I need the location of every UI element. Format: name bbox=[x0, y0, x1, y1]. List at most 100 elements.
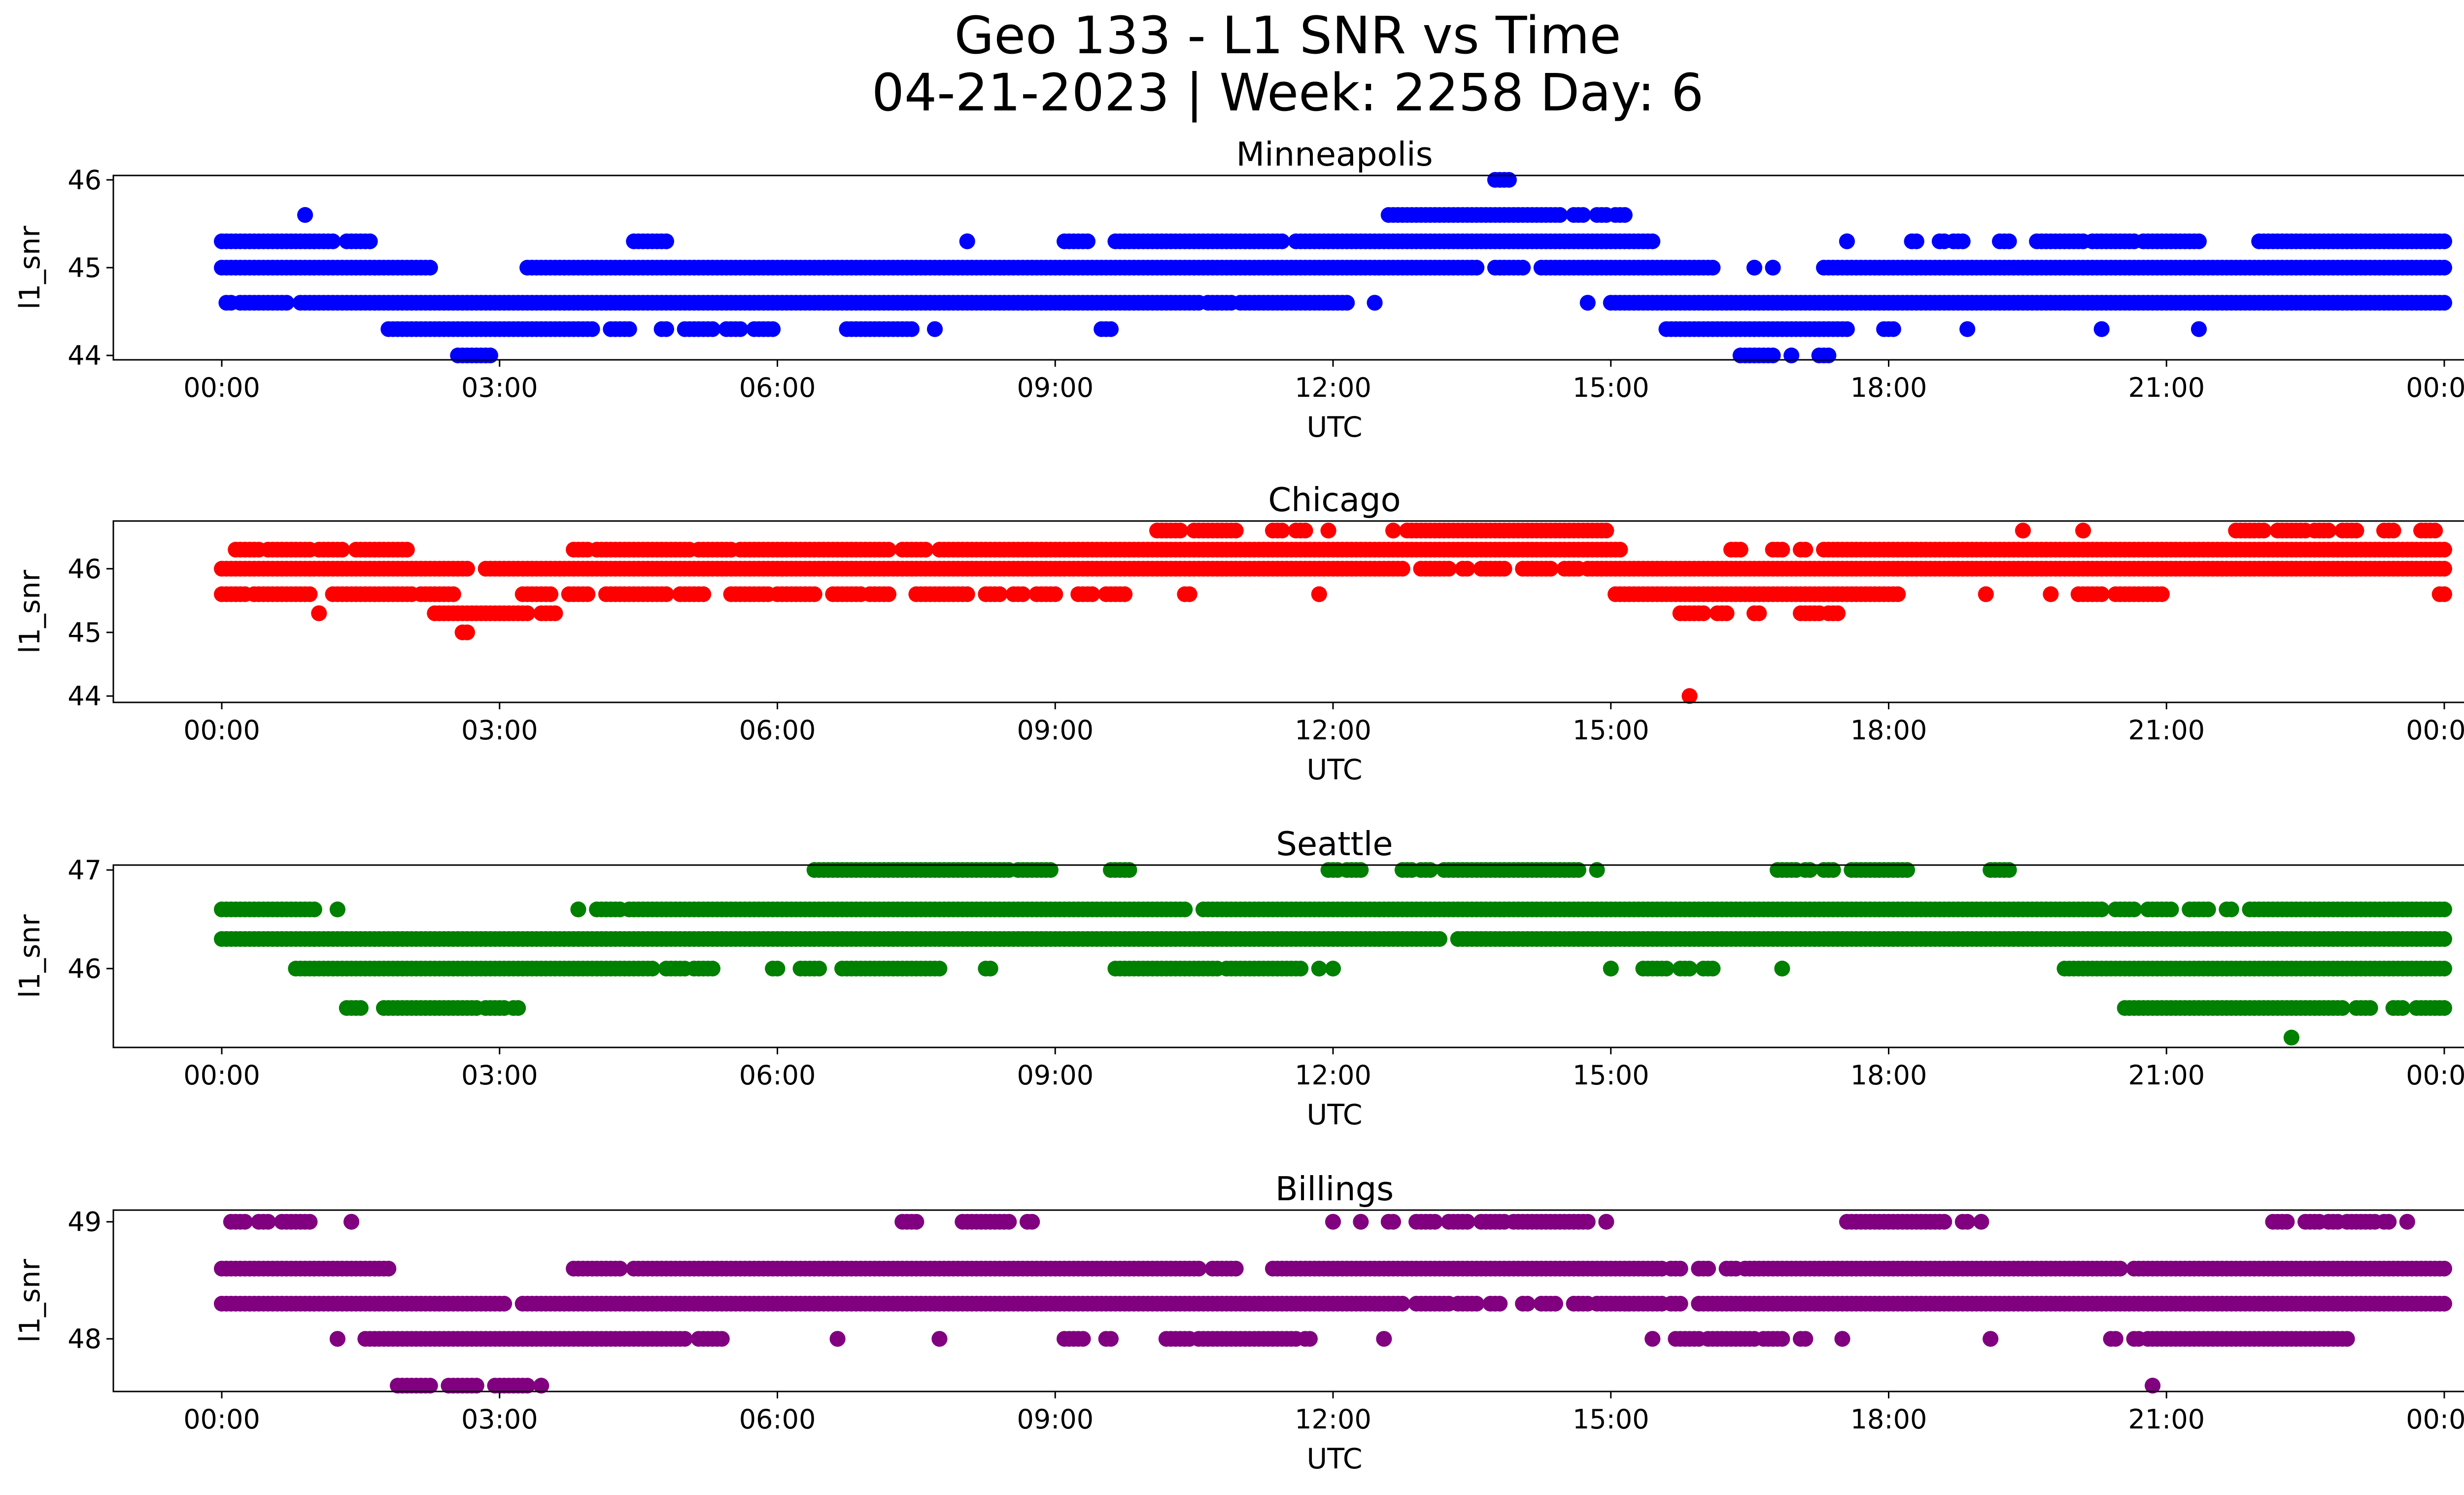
data-point bbox=[297, 207, 313, 223]
data-point bbox=[306, 902, 322, 917]
data-point bbox=[2283, 1030, 2299, 1045]
y-axis-label: l1_snr bbox=[14, 226, 46, 310]
data-point bbox=[621, 321, 637, 337]
data-point bbox=[1469, 260, 1485, 276]
data-point bbox=[1459, 560, 1475, 577]
data-point bbox=[1820, 348, 1837, 364]
data-point bbox=[658, 233, 674, 249]
x-tick-label: 09:00 bbox=[1017, 1060, 1094, 1091]
y-tick-label: 44 bbox=[68, 681, 102, 712]
data-point bbox=[2381, 1214, 2397, 1230]
data-point bbox=[343, 1214, 360, 1230]
x-tick-label: 06:00 bbox=[739, 715, 816, 746]
axes-frame bbox=[112, 864, 2464, 1048]
data-point bbox=[612, 1260, 628, 1277]
x-axis-label: UTC bbox=[1307, 411, 1363, 444]
data-point bbox=[1774, 961, 1790, 976]
x-tick-label: 15:00 bbox=[1573, 1060, 1649, 1091]
data-point bbox=[1084, 586, 1100, 602]
data-point bbox=[2279, 1214, 2295, 1230]
data-point bbox=[1705, 260, 1721, 276]
data-point bbox=[580, 586, 596, 602]
x-tick-label: 12:00 bbox=[1295, 1060, 1371, 1091]
data-point bbox=[644, 961, 660, 976]
x-tick-label: 00:00 bbox=[183, 1060, 260, 1091]
data-point bbox=[2385, 522, 2401, 539]
data-point bbox=[927, 321, 943, 337]
data-point bbox=[1492, 1295, 1508, 1312]
data-point bbox=[2200, 902, 2216, 917]
y-tick-label: 45 bbox=[68, 252, 102, 283]
data-point bbox=[1325, 1214, 1341, 1230]
x-tick-label: 21:00 bbox=[2128, 1060, 2205, 1091]
data-point bbox=[931, 961, 948, 976]
data-point bbox=[1293, 961, 1309, 976]
data-point bbox=[658, 321, 674, 337]
points-minneapolis bbox=[214, 172, 2452, 364]
data-point bbox=[1681, 961, 1698, 976]
data-point bbox=[1954, 233, 1971, 249]
data-point bbox=[1612, 542, 1628, 558]
data-point bbox=[2436, 931, 2452, 947]
data-point bbox=[1547, 1295, 1563, 1312]
x-tick-label: 00:00 bbox=[183, 715, 260, 746]
data-point bbox=[2154, 586, 2170, 602]
data-point bbox=[1908, 233, 1924, 249]
data-point bbox=[2223, 902, 2239, 917]
y-tick-label: 46 bbox=[68, 953, 102, 984]
data-point bbox=[1890, 586, 1906, 602]
data-point bbox=[1367, 295, 1383, 311]
data-point bbox=[1339, 295, 1355, 311]
x-tick-label: 06:00 bbox=[739, 1060, 816, 1091]
x-tick-label: 00:00 bbox=[2406, 372, 2464, 403]
x-tick-label: 18:00 bbox=[1850, 372, 1927, 403]
data-point bbox=[2321, 522, 2337, 539]
data-point bbox=[2436, 586, 2452, 602]
data-point bbox=[311, 605, 327, 622]
x-tick-label: 18:00 bbox=[1850, 1060, 1927, 1091]
y-axis-label: l1_snr bbox=[14, 914, 46, 998]
data-point bbox=[2093, 902, 2110, 917]
data-point bbox=[1469, 1295, 1485, 1312]
data-point bbox=[1385, 1214, 1402, 1230]
points-chicago bbox=[214, 522, 2452, 704]
data-point bbox=[2436, 1260, 2452, 1277]
data-point bbox=[1427, 1214, 1443, 1230]
data-point bbox=[1959, 321, 1976, 337]
x-tick-label: 03:00 bbox=[461, 372, 538, 403]
data-point bbox=[1103, 321, 1119, 337]
x-tick-label: 00:00 bbox=[2406, 715, 2464, 746]
data-point bbox=[302, 1214, 318, 1230]
x-tick-label: 06:00 bbox=[739, 372, 816, 403]
data-point bbox=[422, 260, 438, 276]
data-point bbox=[1695, 605, 1711, 622]
x-tick-label: 03:00 bbox=[461, 1060, 538, 1091]
data-point bbox=[904, 321, 920, 337]
data-point bbox=[1751, 605, 1767, 622]
data-point bbox=[959, 233, 975, 249]
data-point bbox=[881, 586, 896, 602]
data-point bbox=[1015, 586, 1031, 602]
data-point bbox=[695, 586, 712, 602]
data-point bbox=[959, 586, 975, 602]
data-point bbox=[1579, 1214, 1596, 1230]
data-point bbox=[482, 348, 498, 364]
data-point bbox=[1718, 605, 1735, 622]
data-point bbox=[1274, 522, 1290, 539]
data-point bbox=[765, 321, 781, 337]
data-point bbox=[1459, 1214, 1475, 1230]
data-point bbox=[705, 321, 720, 337]
data-point bbox=[1973, 1214, 1989, 1230]
data-point bbox=[769, 961, 786, 976]
data-point bbox=[1228, 1260, 1244, 1277]
data-point bbox=[2436, 233, 2452, 249]
data-point bbox=[1001, 1214, 1017, 1230]
figure-title-line2: 04-21-2023 | Week: 2258 Day: 6 bbox=[871, 63, 1704, 123]
data-point bbox=[1047, 586, 1063, 602]
data-point bbox=[1579, 295, 1596, 311]
y-tick-label: 45 bbox=[68, 617, 102, 648]
data-point bbox=[2436, 1000, 2452, 1016]
data-point bbox=[2436, 260, 2452, 276]
